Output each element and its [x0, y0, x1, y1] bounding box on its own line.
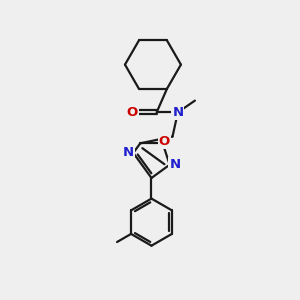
Text: N: N — [169, 158, 181, 171]
Text: O: O — [127, 106, 138, 119]
Text: N: N — [172, 106, 183, 119]
Text: O: O — [159, 135, 170, 148]
Text: N: N — [122, 146, 134, 159]
